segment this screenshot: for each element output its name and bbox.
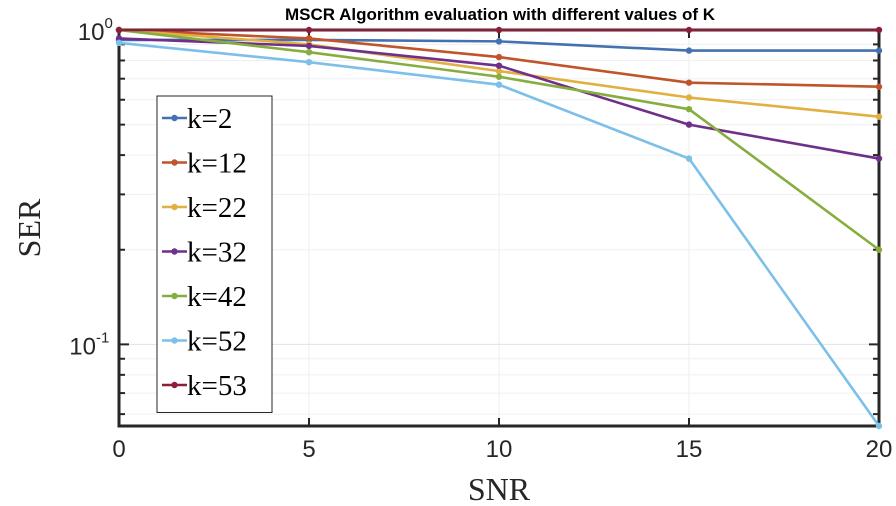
data-point [875,246,883,253]
legend-label: k=22 [187,192,247,224]
series-k-52 [115,39,883,430]
legend-swatch-marker [171,203,178,211]
legend-label: k=12 [187,148,247,180]
legend-entry: k=32 [162,237,247,269]
data-point [115,35,123,42]
chart-title: MSCR Algorithm evaluation with different… [285,5,716,24]
legend-box [156,95,273,413]
legend: k=2 k=12 k=22 k=32 k=42 k=52 k=53 [156,95,273,413]
x-axis-label: SNR [468,471,531,506]
data-point [685,155,693,162]
legend-label: k=2 [187,103,232,135]
legend-label: k=52 [187,326,247,358]
data-point [305,26,313,34]
legend-entry: k=2 [162,103,232,135]
data-point [875,155,883,162]
legend-label: k=42 [187,281,247,313]
data-point [495,73,503,80]
data-point [685,105,693,113]
legend-entry: k=42 [162,281,247,313]
x-tick-label: 0 [112,436,125,463]
legend-label: k=53 [187,370,247,402]
legend-swatch-marker [171,114,178,122]
legend-swatch-marker [171,337,178,344]
y-axis-label: SER [11,198,47,257]
data-point [875,83,883,90]
data-point [875,26,883,34]
data-point [495,81,503,88]
legend-swatch-marker [171,248,178,255]
legend-label: k=32 [187,237,247,269]
legend-entry: k=53 [162,370,247,402]
legend-swatch-marker [171,381,178,389]
legend-swatch-marker [171,292,178,300]
data-point [495,67,503,75]
series-layer [115,26,883,430]
data-point [305,48,313,56]
data-point [685,79,693,86]
y-tick-base: 10 [78,19,105,46]
data-point [875,113,883,120]
data-point [115,26,123,34]
y-tick-exponent: -1 [96,329,109,346]
data-point [685,47,693,54]
legend-entry: k=22 [162,192,247,224]
data-point [495,38,503,45]
series-k-32 [115,35,883,162]
data-point [685,121,693,128]
x-tick-label: 10 [486,436,513,463]
data-point [495,53,503,61]
series-k-53 [115,26,883,34]
legend-entry: k=12 [162,148,247,180]
data-point [115,39,123,47]
x-tick-label: 5 [302,436,315,463]
data-point [875,422,883,430]
data-point [305,42,313,50]
series-k-22 [115,26,883,120]
data-point [495,62,503,69]
y-tick-exponent: 0 [105,15,113,32]
data-point [495,26,503,34]
y-tick-label: 10 -1 [69,329,109,360]
data-point [875,47,883,54]
data-point [305,58,313,66]
data-point [685,94,693,101]
y-tick-label: 10 0 [78,15,113,46]
legend-entry: k=52 [162,326,247,358]
data-point [305,35,313,42]
legend-swatch-marker [171,159,178,166]
x-tick-label: 20 [866,436,893,463]
y-tick-base: 10 [69,333,96,360]
x-tick-label: 15 [676,436,703,463]
data-point [685,26,693,34]
